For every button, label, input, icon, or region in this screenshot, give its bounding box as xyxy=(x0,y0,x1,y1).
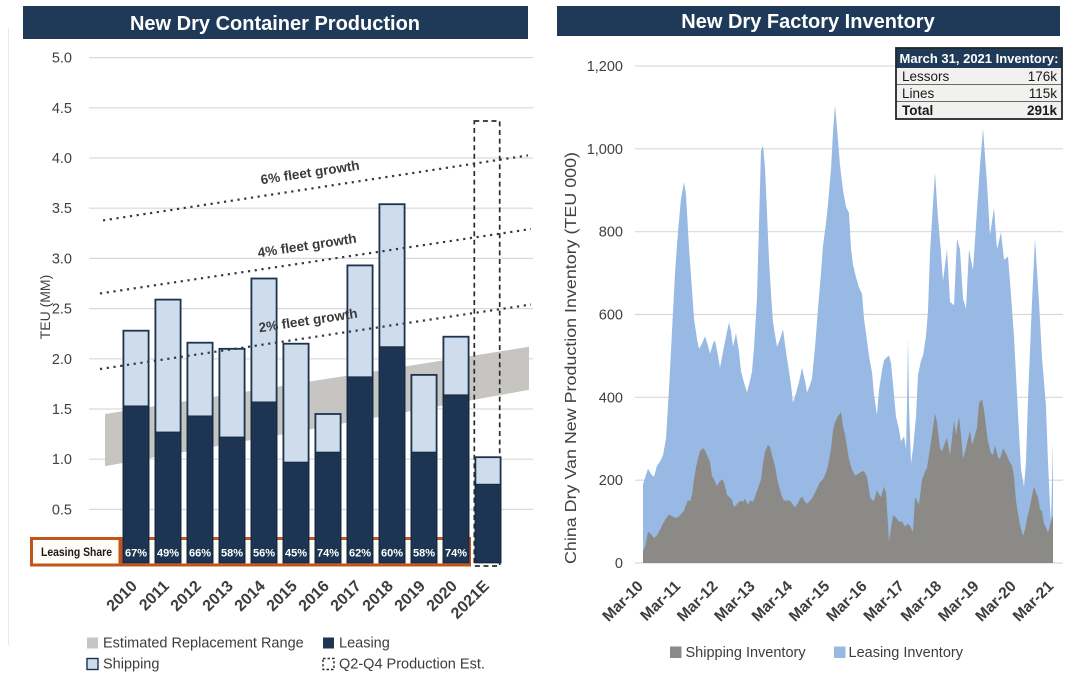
svg-text:67%: 67% xyxy=(125,548,147,560)
svg-text:115k: 115k xyxy=(1029,86,1058,101)
svg-text:62%: 62% xyxy=(349,548,371,560)
svg-text:4.5: 4.5 xyxy=(52,101,72,117)
svg-text:66%: 66% xyxy=(189,548,211,560)
svg-text:Lines: Lines xyxy=(902,86,935,101)
svg-text:Estimated Replacement Range: Estimated Replacement Range xyxy=(103,636,304,652)
svg-text:2.5: 2.5 xyxy=(52,302,72,318)
svg-text:Shipping Inventory: Shipping Inventory xyxy=(686,645,807,661)
svg-text:New Dry Factory Inventory: New Dry Factory Inventory xyxy=(681,11,935,33)
svg-text:74%: 74% xyxy=(445,548,467,560)
svg-text:74%: 74% xyxy=(317,548,339,560)
svg-text:3.0: 3.0 xyxy=(52,251,72,267)
svg-text:New Dry Container Production: New Dry Container Production xyxy=(130,13,420,35)
svg-text:TEU (MM): TEU (MM) xyxy=(37,275,53,340)
svg-text:3.5: 3.5 xyxy=(52,201,72,217)
svg-text:Q2-Q4 Production Est.: Q2-Q4 Production Est. xyxy=(339,657,485,673)
svg-text:2.0: 2.0 xyxy=(52,352,72,368)
svg-text:China Dry Van New Production I: China Dry Van New Production Inventory (… xyxy=(563,152,580,564)
svg-text:0: 0 xyxy=(615,556,623,572)
svg-text:49%: 49% xyxy=(157,548,179,560)
svg-text:1.0: 1.0 xyxy=(52,452,72,468)
svg-text:Lessors: Lessors xyxy=(902,69,950,84)
svg-text:800: 800 xyxy=(599,225,623,241)
svg-text:1,000: 1,000 xyxy=(587,142,623,158)
svg-text:Leasing Share: Leasing Share xyxy=(41,545,112,559)
svg-text:45%: 45% xyxy=(285,548,307,560)
svg-text:0.5: 0.5 xyxy=(52,502,72,518)
svg-text:400: 400 xyxy=(599,390,623,406)
svg-text:4.0: 4.0 xyxy=(52,151,72,167)
svg-text:March 31, 2021 Inventory:: March 31, 2021 Inventory: xyxy=(900,51,1059,66)
svg-text:291k: 291k xyxy=(1027,103,1058,118)
svg-text:1,200: 1,200 xyxy=(587,59,623,75)
svg-text:Leasing Inventory: Leasing Inventory xyxy=(849,645,964,661)
svg-text:176k: 176k xyxy=(1028,69,1058,84)
svg-text:1.5: 1.5 xyxy=(52,402,72,418)
svg-text:Leasing: Leasing xyxy=(339,636,390,652)
svg-text:56%: 56% xyxy=(253,548,275,560)
svg-text:60%: 60% xyxy=(381,548,403,560)
svg-text:5.0: 5.0 xyxy=(52,51,72,67)
svg-text:200: 200 xyxy=(599,473,623,489)
svg-text:58%: 58% xyxy=(413,548,435,560)
svg-text:600: 600 xyxy=(599,308,623,324)
svg-text:Total: Total xyxy=(902,103,933,118)
svg-text:58%: 58% xyxy=(221,548,243,560)
svg-text:Shipping: Shipping xyxy=(103,657,159,673)
